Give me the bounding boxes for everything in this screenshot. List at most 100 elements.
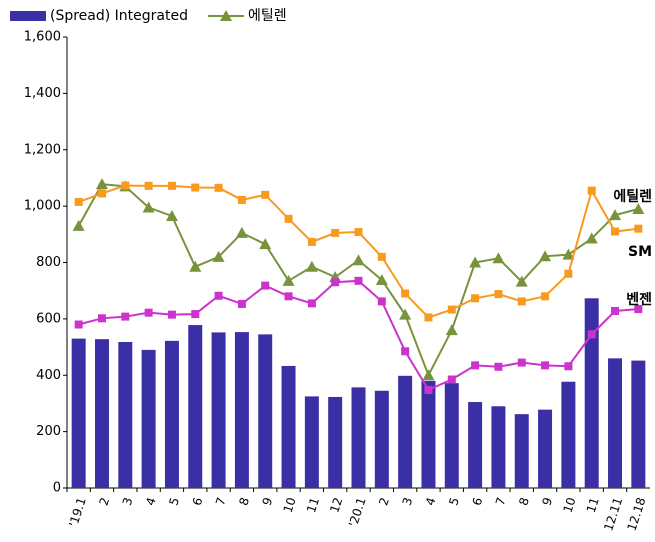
marker [401, 289, 410, 298]
marker [587, 186, 596, 195]
y-tick-label: 200 [36, 424, 61, 439]
bar [71, 338, 86, 488]
marker [471, 361, 480, 370]
annotation: SM [628, 244, 652, 260]
marker [609, 209, 622, 221]
marker [517, 297, 526, 306]
bar [211, 332, 226, 488]
y-tick-label: 0 [53, 481, 61, 496]
marker [74, 197, 83, 206]
x-tick-label: 7 [213, 496, 229, 508]
marker [189, 260, 202, 272]
x-tick-label: 3 [120, 496, 136, 508]
x-tick-label: 5 [166, 496, 182, 508]
annotation: 벤젠 [626, 292, 652, 308]
marker [541, 361, 550, 370]
legend-label: (Spread) Integrated [50, 8, 188, 24]
x-tick-label: 6 [190, 496, 206, 508]
marker [237, 195, 246, 204]
marker [375, 273, 388, 285]
marker [235, 226, 248, 238]
marker [562, 248, 575, 260]
bar [351, 387, 366, 488]
marker [214, 291, 223, 300]
marker [377, 252, 386, 261]
x-tick-label: 8 [236, 496, 252, 508]
x-tick-label: 11 [304, 496, 322, 515]
bar [584, 298, 599, 488]
legend-swatch [220, 10, 232, 21]
x-tick-label: 12.18 [625, 496, 649, 533]
marker [307, 237, 316, 246]
marker [634, 305, 643, 314]
bar [561, 381, 576, 488]
marker [447, 305, 456, 314]
marker [401, 347, 410, 356]
y-tick-label: 1,600 [24, 30, 61, 45]
x-tick-label: 2 [376, 496, 392, 508]
line [78, 279, 639, 392]
bar [468, 402, 483, 488]
marker [282, 274, 295, 286]
marker [191, 310, 200, 319]
bar [374, 390, 389, 488]
bar [141, 349, 156, 488]
y-tick-label: 1,200 [24, 142, 61, 157]
marker [354, 276, 363, 285]
marker [564, 269, 573, 278]
x-tick-label: 5 [446, 496, 462, 508]
x-tick-label: 9 [540, 496, 556, 508]
marker [305, 260, 318, 272]
y-tick-label: 1,400 [24, 86, 61, 101]
marker [424, 313, 433, 322]
marker [261, 281, 270, 290]
marker [237, 299, 246, 308]
bar [398, 375, 413, 488]
x-tick-label: 9 [260, 496, 276, 508]
marker [515, 275, 528, 287]
bar [608, 358, 623, 488]
marker [307, 299, 316, 308]
x-tick-label: 7 [493, 496, 509, 508]
marker [121, 181, 130, 190]
marker [97, 314, 106, 323]
marker [97, 189, 106, 198]
marker [165, 209, 178, 221]
x-tick-label: '20.1 [346, 496, 369, 529]
marker [72, 219, 85, 231]
legend-label: 에틸렌 [248, 8, 287, 24]
x-tick-label: 4 [143, 496, 159, 508]
marker [541, 292, 550, 301]
marker [167, 310, 176, 319]
marker [377, 297, 386, 306]
marker [212, 250, 225, 262]
marker [517, 358, 526, 367]
marker [445, 324, 458, 336]
marker [167, 181, 176, 190]
x-tick-label: 10 [281, 496, 299, 515]
x-tick-label: 2 [96, 496, 112, 508]
bar [444, 383, 459, 488]
x-tick-label: 11 [584, 496, 602, 515]
y-tick-label: 800 [36, 255, 61, 270]
x-tick-label: 12.11 [601, 496, 625, 533]
marker [142, 201, 155, 213]
marker [399, 308, 412, 320]
marker [469, 256, 482, 268]
marker [471, 294, 480, 303]
bar [118, 341, 133, 488]
marker [331, 228, 340, 237]
marker [587, 330, 596, 339]
bar [188, 325, 203, 488]
marker [144, 181, 153, 190]
bar [94, 339, 109, 488]
marker [261, 190, 270, 199]
marker [564, 362, 573, 371]
x-tick-label: 6 [470, 496, 486, 508]
marker [632, 202, 645, 214]
y-tick-label: 1,000 [24, 199, 61, 214]
marker [352, 254, 365, 266]
x-tick-label: 12 [327, 496, 345, 515]
legend-swatch [10, 11, 46, 21]
